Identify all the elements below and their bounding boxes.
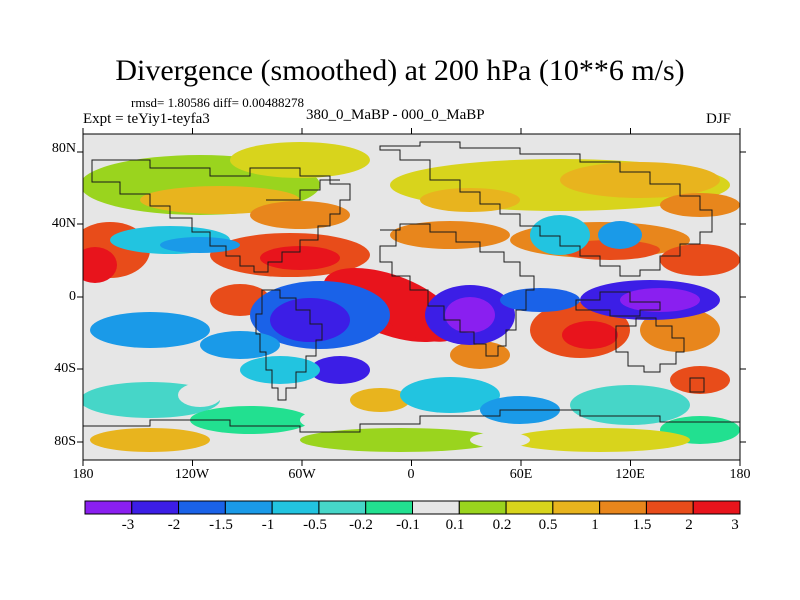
lon-label-180e: 180 xyxy=(729,467,751,482)
colorbar-label: 1 xyxy=(591,517,599,533)
field-patch xyxy=(400,377,500,413)
colorbar-swatch xyxy=(178,500,226,515)
field-patch xyxy=(500,288,580,312)
field-patch xyxy=(90,428,210,452)
map-title: Divergence (smoothed) at 200 hPa (10**6 … xyxy=(115,54,685,87)
field-patch xyxy=(300,428,500,452)
colorbar-label: 1.5 xyxy=(632,517,652,533)
colorbar-label: 0.1 xyxy=(445,517,465,533)
colorbar-swatch xyxy=(458,500,507,515)
field-patch xyxy=(562,321,618,349)
lon-label-60w: 60W xyxy=(288,467,316,482)
field-patch xyxy=(310,356,370,384)
colorbar-label: -1.5 xyxy=(209,517,233,533)
field-patch xyxy=(670,366,730,394)
colorbar-label: -2 xyxy=(167,517,181,533)
colorbar-swatch xyxy=(84,500,133,515)
lon-label-120e: 120E xyxy=(615,467,645,482)
colorbar-label: -3 xyxy=(121,517,135,533)
field-patch xyxy=(90,312,210,348)
colorbar-label: -0.2 xyxy=(349,517,373,533)
field-patch xyxy=(178,383,222,407)
field-patch xyxy=(230,142,370,178)
field-patch xyxy=(660,244,740,276)
field-patch xyxy=(470,432,530,448)
season-label: DJF xyxy=(706,111,732,127)
coastline xyxy=(379,141,713,277)
field-patch xyxy=(160,237,240,253)
colorbar-label: -0.5 xyxy=(303,517,327,533)
stats-text: rmsd= 1.80586 diff= 0.00488278 xyxy=(131,95,304,110)
colorbar-swatch xyxy=(318,500,367,515)
lat-label-80n: 80N xyxy=(51,141,76,156)
colorbar-label: 2 xyxy=(685,517,693,533)
field-patch xyxy=(420,188,520,212)
field-patch xyxy=(390,221,510,249)
field-patch xyxy=(240,356,320,384)
colorbar-swatch xyxy=(271,500,320,515)
colorbar-label: 0.5 xyxy=(538,517,558,533)
lon-label-120w: 120W xyxy=(174,467,210,482)
colorbar-label: 0.2 xyxy=(492,517,512,533)
colorbar-swatch xyxy=(365,500,414,515)
divergence-field xyxy=(83,134,740,460)
coastline xyxy=(575,291,661,317)
colorbar-swatch xyxy=(412,500,460,515)
field-patch xyxy=(200,331,280,359)
field-patch xyxy=(570,385,690,425)
field-patch xyxy=(510,428,690,452)
field-patch xyxy=(445,297,495,333)
field-patch xyxy=(530,215,590,255)
lat-label-40s: 40S xyxy=(54,361,76,376)
colorbar-label: -1 xyxy=(261,517,275,533)
coastline xyxy=(91,159,351,273)
field-patch xyxy=(450,341,510,369)
colorbar-swatch xyxy=(599,500,647,515)
lat-label-40n: 40N xyxy=(51,216,76,231)
field-patch xyxy=(350,388,410,412)
coastline xyxy=(379,223,535,357)
lat-label-0: 0 xyxy=(69,289,76,304)
field-patch xyxy=(560,162,720,198)
coastline xyxy=(615,317,685,373)
field-patch xyxy=(620,288,700,312)
lat-label-80s: 80S xyxy=(54,434,76,449)
coastline xyxy=(83,409,740,433)
field-patch xyxy=(190,406,310,434)
axis-ticks xyxy=(77,128,746,466)
colorbar-swatch xyxy=(224,500,273,515)
field-patch xyxy=(260,246,340,270)
coastline xyxy=(255,289,323,401)
coastlines xyxy=(83,141,740,433)
lon-label-0: 0 xyxy=(407,467,415,482)
field-patch xyxy=(598,221,642,249)
period-label: 380_0_MaBP - 000_0_MaBP xyxy=(306,107,485,123)
colorbar-swatch xyxy=(505,500,554,515)
field-patch xyxy=(300,410,360,430)
colorbar xyxy=(84,500,741,515)
field-patch xyxy=(250,201,350,229)
lon-label-180w: 180 xyxy=(72,467,94,482)
coastline xyxy=(689,377,705,393)
colorbar-label: 3 xyxy=(731,517,739,533)
colorbar-swatch xyxy=(692,500,741,515)
colorbar-swatch xyxy=(552,500,601,515)
colorbar-swatch xyxy=(131,500,180,515)
experiment-label: Expt = teYiy1-teyfa3 xyxy=(83,111,210,127)
colorbar-label: -0.1 xyxy=(396,517,420,533)
field-patch xyxy=(83,247,117,283)
colorbar-swatch xyxy=(645,500,694,515)
coastline xyxy=(266,179,340,201)
lon-label-60e: 60E xyxy=(509,467,533,482)
